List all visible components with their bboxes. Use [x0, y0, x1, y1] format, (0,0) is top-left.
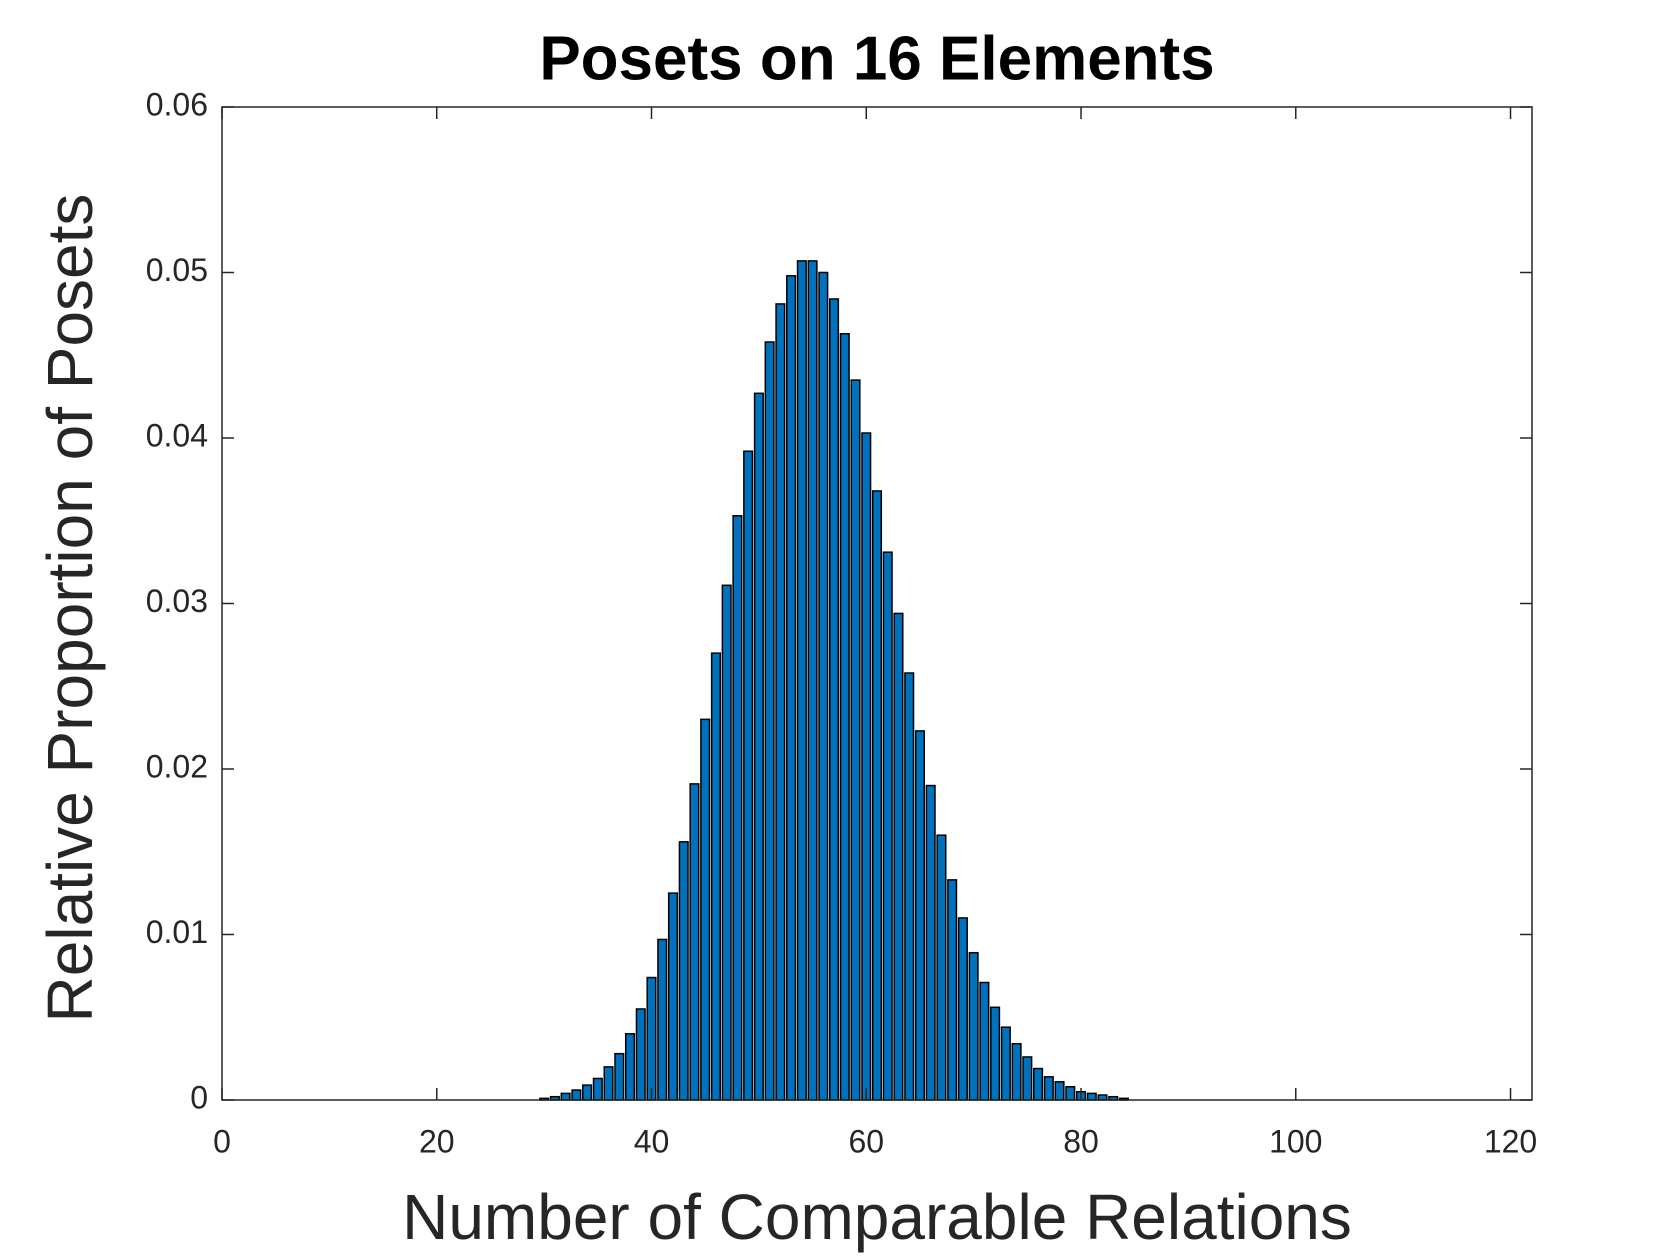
- x-tick-label: 0: [213, 1123, 231, 1159]
- bar: [614, 1052, 625, 1101]
- y-tick-label: 0: [190, 1079, 208, 1115]
- bar: [979, 981, 990, 1101]
- bar: [990, 1006, 1001, 1101]
- bar: [829, 298, 840, 1101]
- y-tick-label: 0.06: [146, 86, 208, 122]
- bar: [936, 834, 947, 1101]
- bar: [850, 379, 861, 1101]
- bar: [710, 652, 721, 1101]
- bar: [732, 515, 743, 1101]
- y-tick-label: 0.04: [146, 417, 208, 453]
- bar: [925, 784, 936, 1101]
- bar: [1011, 1042, 1022, 1101]
- y-axis-label: Relative Proportion of Posets: [34, 194, 106, 1023]
- bar: [968, 951, 979, 1101]
- y-tick-label: 0.02: [146, 748, 208, 784]
- x-axis-label: Number of Comparable Relations: [402, 1181, 1352, 1253]
- x-tick-label: 120: [1484, 1123, 1537, 1159]
- y-tick-label: 0.03: [146, 583, 208, 619]
- x-tick-label: 80: [1063, 1123, 1099, 1159]
- bar: [1054, 1081, 1065, 1101]
- bar: [796, 260, 807, 1101]
- bar: [743, 450, 754, 1101]
- x-tick-label: 100: [1269, 1123, 1322, 1159]
- bar: [893, 612, 904, 1101]
- bar: [646, 976, 657, 1101]
- bar: [582, 1084, 593, 1101]
- x-tick-label: 40: [634, 1123, 670, 1159]
- bar: [624, 1033, 636, 1101]
- bar: [947, 879, 958, 1101]
- bar: [861, 432, 872, 1101]
- bar: [904, 672, 915, 1101]
- y-tick-label: 0.01: [146, 914, 208, 950]
- y-tick-label: 0.05: [146, 252, 208, 288]
- bar: [839, 332, 850, 1101]
- bar: [1043, 1076, 1054, 1101]
- x-tick-label: 20: [419, 1123, 455, 1159]
- bar: [1086, 1092, 1097, 1101]
- bar: [775, 303, 786, 1101]
- bar: [721, 584, 732, 1101]
- bar: [678, 841, 689, 1101]
- bar: [1000, 1026, 1011, 1101]
- bar: [603, 1066, 614, 1101]
- bar: [957, 917, 968, 1101]
- bar: [753, 392, 764, 1101]
- bar: [657, 938, 668, 1101]
- chart-title: Posets on 16 Elements: [539, 24, 1214, 93]
- bar: [1033, 1067, 1044, 1101]
- bar: [635, 1008, 646, 1101]
- bar: [1065, 1086, 1076, 1101]
- bar: [700, 718, 711, 1101]
- bar: [689, 783, 700, 1101]
- x-tick-label: 60: [848, 1123, 884, 1159]
- bar: [818, 271, 829, 1101]
- bar: [914, 730, 925, 1101]
- bar: [882, 551, 893, 1101]
- bar: [807, 260, 818, 1101]
- bar: [571, 1089, 582, 1101]
- bar: [667, 892, 679, 1101]
- bar: [560, 1092, 571, 1101]
- bar: [786, 275, 797, 1101]
- bar: [871, 490, 883, 1101]
- bar: [764, 341, 775, 1101]
- bar: [1022, 1056, 1033, 1101]
- bar: [592, 1077, 603, 1101]
